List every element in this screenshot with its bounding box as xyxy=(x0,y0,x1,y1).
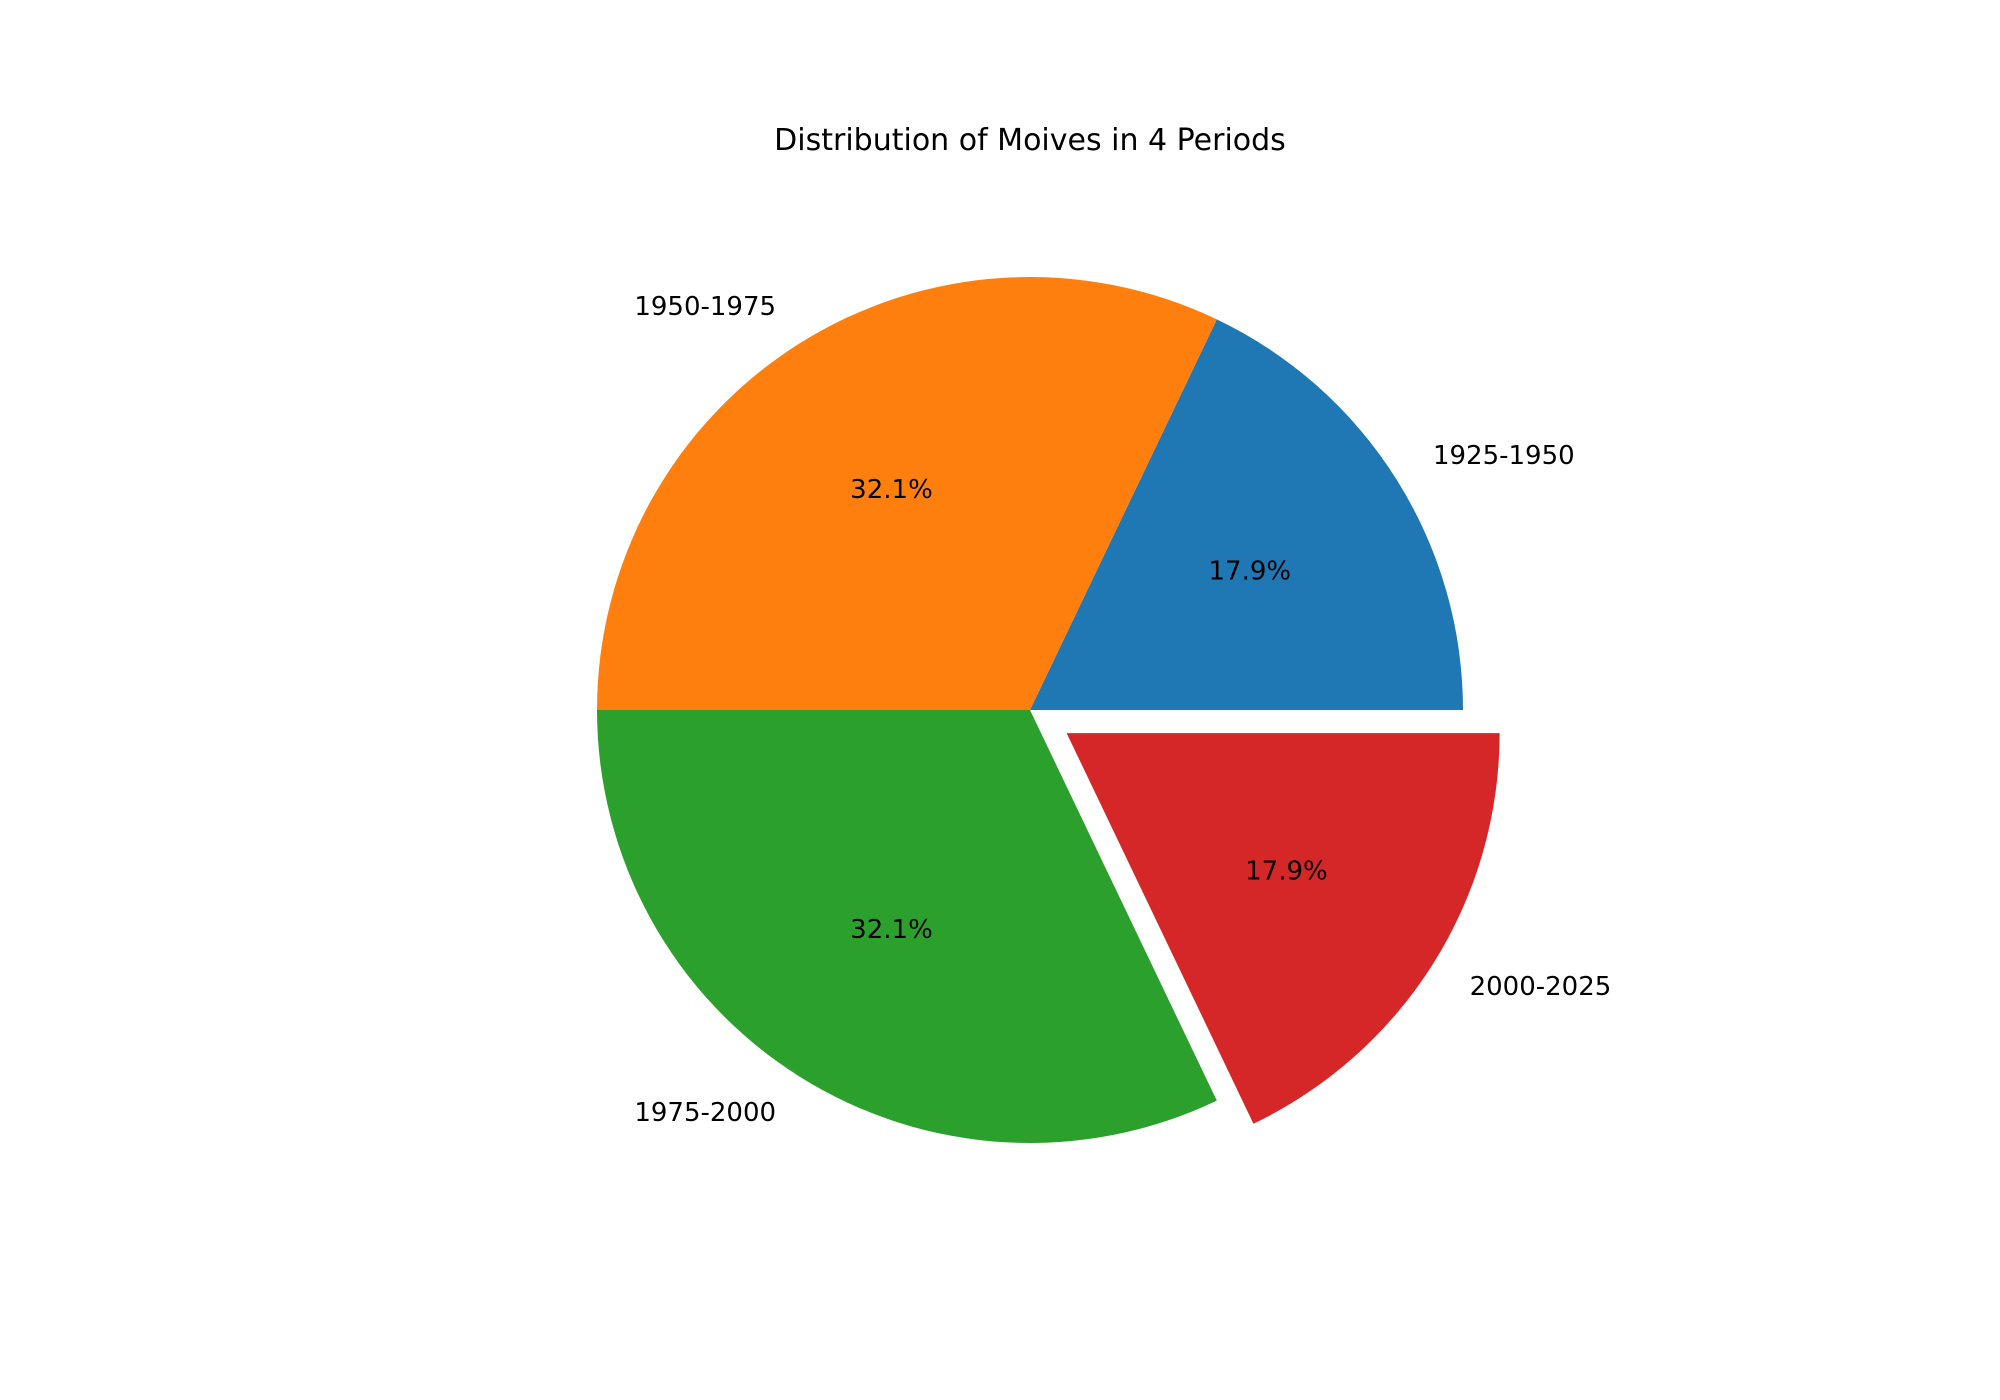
pie-category-label: 1975-2000 xyxy=(634,1098,776,1128)
pie-percent-label: 32.1% xyxy=(850,915,933,945)
pie-category-label: 1925-1950 xyxy=(1433,441,1575,471)
pie-category-label: 2000-2025 xyxy=(1470,972,1612,1002)
pie-labels: 17.9% 1925-1950 32.1% 1950-1975 32.1% 1975-20… xyxy=(634,292,1611,1128)
chart-title: Distribution of Moives in 4 Periods xyxy=(774,123,1286,158)
pie-percent-label: 17.9% xyxy=(1245,857,1328,887)
pie-slice-1950-1975 xyxy=(597,277,1217,710)
pie-slices xyxy=(597,277,1500,1143)
pie-percent-label: 17.9% xyxy=(1208,556,1291,586)
pie-percent-label: 32.1% xyxy=(850,475,933,505)
pie-category-label: 1950-1975 xyxy=(634,292,776,322)
pie-slice-1975-2000 xyxy=(597,710,1217,1143)
pie-slice-2000-2025 xyxy=(1066,733,1500,1124)
pie-slice-1925-1950 xyxy=(1030,319,1463,710)
